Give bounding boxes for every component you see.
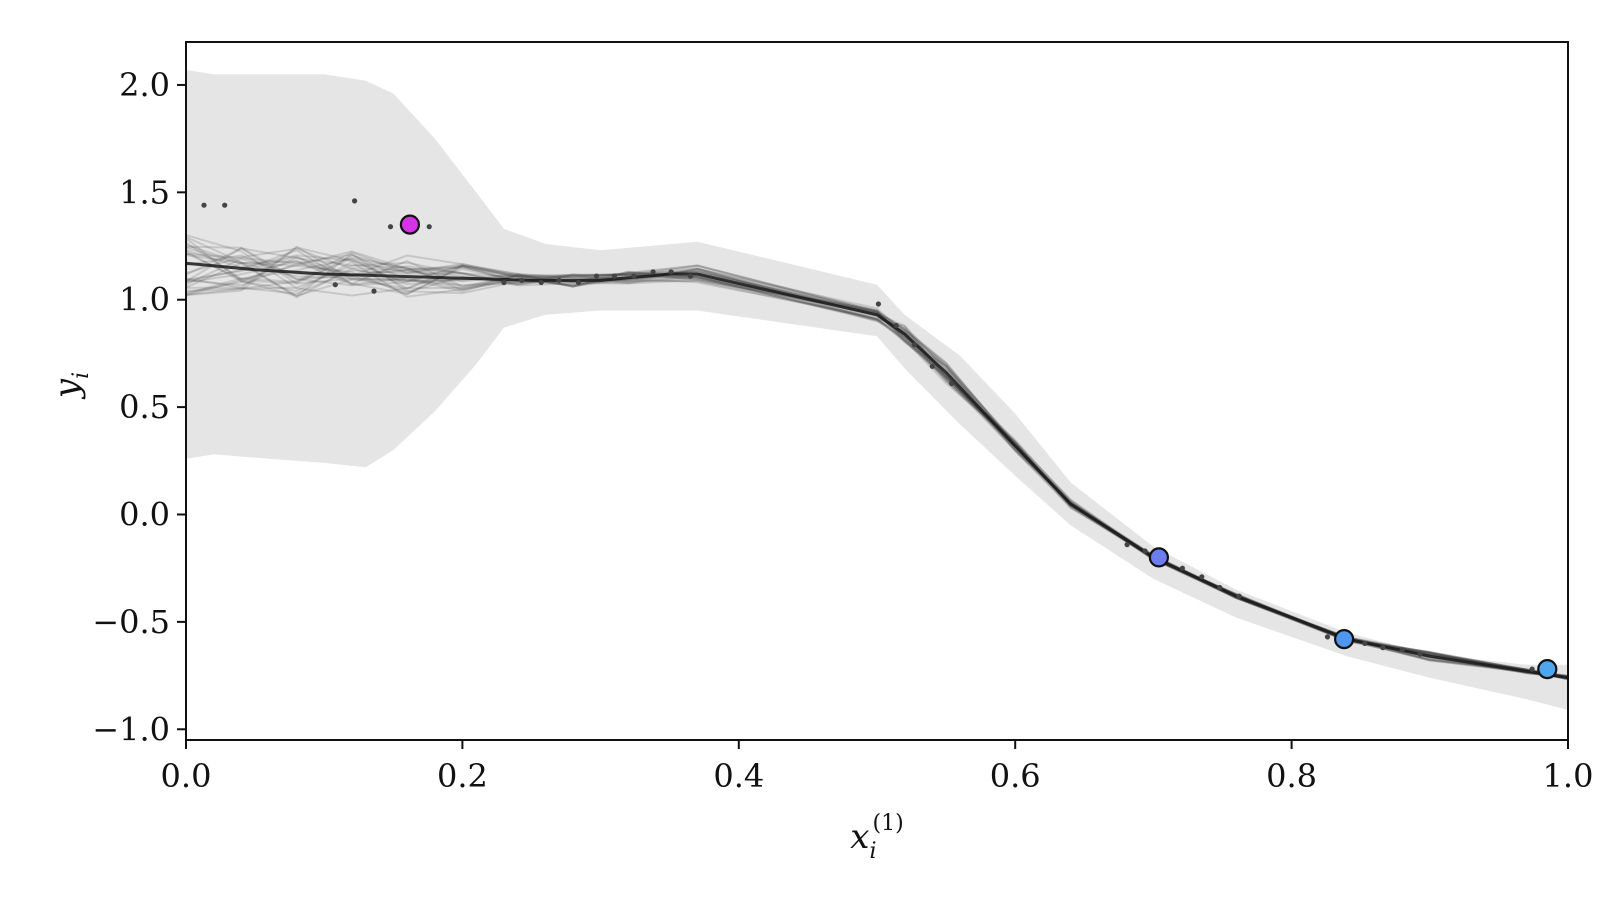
observed-point [911, 342, 917, 348]
observed-point [575, 279, 582, 286]
y-axis-label: yi [47, 372, 94, 400]
x-axis-label-main: x [850, 817, 869, 857]
x-tick-label: 1.0 [1543, 757, 1594, 795]
x-tick-label: 0.4 [713, 757, 764, 795]
highlighted-points [399, 214, 1558, 680]
observed-point [426, 224, 432, 230]
y-tick-label: 1.0 [119, 281, 170, 319]
x-axis-label-sup: (1) [873, 811, 904, 836]
x-axis-label-sub: i [869, 839, 876, 864]
observed-point [352, 198, 358, 204]
plot-frame [185, 41, 1569, 741]
observed-point [1236, 593, 1242, 599]
highlighted-point [399, 214, 420, 235]
observed-point [875, 301, 882, 307]
observed-point [893, 322, 899, 329]
observed-point [1199, 574, 1205, 580]
observed-point [1362, 640, 1368, 647]
y-tick-label: −1.0 [92, 710, 170, 748]
observed-point [593, 273, 600, 279]
y-tick-label: 0.5 [119, 388, 170, 426]
observed-point [1142, 548, 1148, 554]
observed-point [1324, 634, 1331, 640]
observed-point [1399, 647, 1405, 653]
observed-point [501, 279, 507, 286]
observed-point [949, 380, 955, 387]
y-tick-label: 1.5 [119, 173, 170, 211]
observed-point [1417, 651, 1423, 657]
highlighted-point [1537, 658, 1558, 680]
x-axis: 0.0 0.2 0.4 0.6 0.8 1.0 [161, 740, 1594, 795]
x-tick-label: 0.8 [1266, 757, 1317, 795]
observed-point [538, 279, 544, 286]
observed-point [650, 269, 656, 275]
observed-point [1529, 666, 1535, 672]
observed-point [631, 273, 637, 279]
observed-point [611, 273, 618, 279]
observed-point [929, 363, 935, 369]
y-tick-label: 2.0 [119, 66, 170, 104]
observed-point [519, 277, 525, 283]
highlighted-point [1148, 547, 1170, 568]
y-axis-label-sub: i [69, 372, 94, 379]
observed-point [668, 269, 674, 275]
observed-point [1124, 542, 1130, 548]
observed-point [1179, 565, 1185, 571]
y-tick-label: 0.0 [119, 495, 170, 533]
plot-area [186, 69, 1568, 710]
x-tick-label: 0.2 [437, 757, 488, 795]
observed-point [1217, 584, 1223, 591]
y-tick-label: −0.5 [92, 603, 170, 641]
uncertainty-band [186, 69, 1568, 710]
observed-point [332, 282, 338, 288]
observed-point [1380, 645, 1386, 651]
x-tick-label: 0.6 [990, 757, 1041, 795]
observed-point [222, 202, 228, 208]
observed-point [687, 273, 694, 279]
y-axis: −1.0 −0.5 0.0 0.5 1.0 1.5 2.0 [92, 66, 186, 748]
mean-line [186, 261, 1568, 680]
observed-point [387, 224, 394, 230]
x-tick-label: 0.0 [161, 757, 212, 795]
y-axis-label-main: y [47, 378, 87, 400]
observed-point [371, 288, 377, 294]
observed-point [556, 277, 562, 283]
x-axis-label: xi (1) [850, 811, 903, 864]
observed-point [201, 202, 207, 208]
sample-line [186, 261, 1568, 679]
highlighted-point [1333, 628, 1355, 650]
